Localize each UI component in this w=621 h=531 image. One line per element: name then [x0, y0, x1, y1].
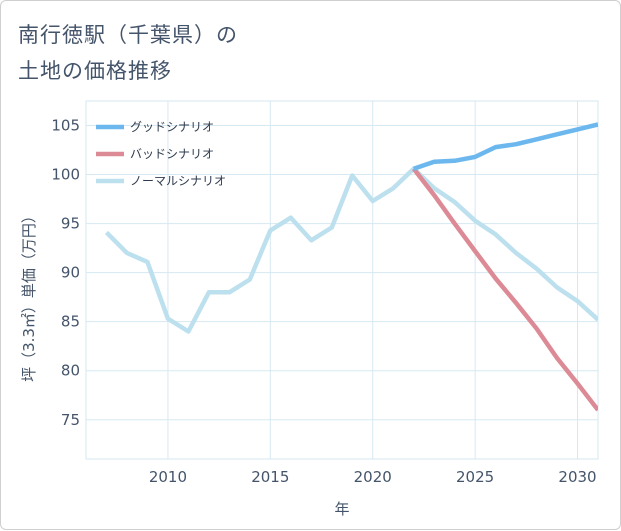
series-line-bad [411, 167, 598, 412]
y-tick-label: 105 [51, 117, 80, 135]
plot-area [85, 100, 599, 460]
legend-label-normal: ノーマルシナリオ [130, 174, 226, 188]
x-tick-label: 2015 [251, 468, 289, 486]
y-tick-label: 85 [61, 313, 80, 331]
legend-label-bad: バッドシナリオ [130, 147, 214, 161]
legend-item-good[interactable]: グッドシナリオ [96, 120, 214, 134]
axis-ticks: 2010 2015 2020 2025 2030 75 80 85 90 95 100 105 [51, 117, 596, 486]
x-tick-label: 2020 [354, 468, 392, 486]
legend-label-good: グッドシナリオ [130, 120, 214, 134]
y-tick-label: 75 [61, 411, 80, 429]
chart-title-line-1: 南行徳駅（千葉県）の [18, 23, 238, 47]
legend-item-bad[interactable]: バッドシナリオ [96, 147, 214, 161]
x-tick-label: 2030 [558, 468, 596, 486]
series-line-normal [104, 166, 598, 334]
y-tick-label: 80 [61, 362, 80, 380]
y-tick-label: 95 [61, 215, 80, 233]
series-lines [104, 122, 598, 412]
y-axis-title: 坪（3.3㎡）単価（万円） [20, 208, 38, 382]
series-line-good [412, 122, 598, 171]
legend-item-normal[interactable]: ノーマルシナリオ [96, 174, 226, 188]
x-tick-label: 2010 [149, 468, 187, 486]
x-axis-title: 年 [334, 500, 349, 518]
x-tick-label: 2025 [456, 468, 494, 486]
y-tick-label: 100 [51, 166, 80, 184]
y-tick-label: 90 [61, 264, 80, 282]
legend: グッドシナリオ バッドシナリオ ノーマルシナリオ [96, 120, 226, 188]
chart-title-line-2: 土地の価格推移 [18, 59, 172, 83]
